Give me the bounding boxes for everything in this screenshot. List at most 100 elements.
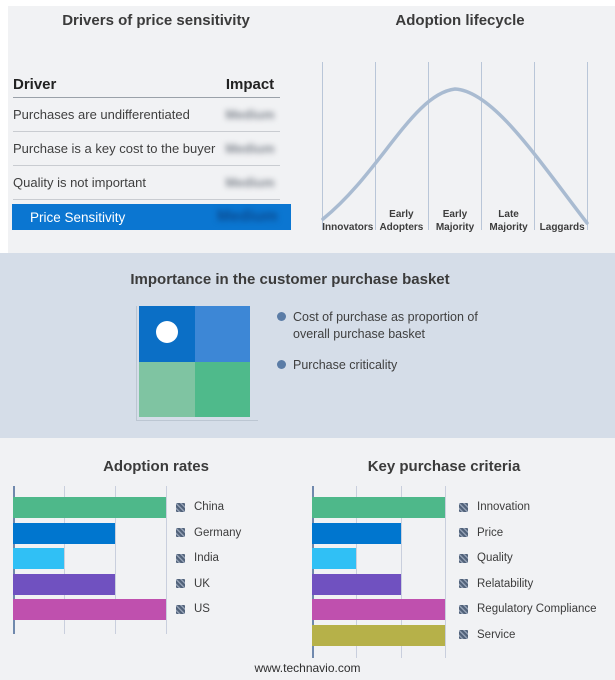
legend-label-service: Service: [477, 628, 516, 641]
legend-label-price: Price: [477, 526, 504, 539]
driver-label: Purchases are undifferentiated: [13, 107, 190, 122]
lifecycle-stage-innovators: Innovators: [322, 221, 374, 233]
legend-label-uk: UK: [194, 577, 210, 590]
price-sensitivity-highlight-row: Price Sensitivity Medium: [12, 204, 291, 230]
key-purchase-criteria-title: Key purchase criteria: [367, 458, 521, 475]
x-gridline: [64, 486, 65, 634]
legend-marker-icon: [176, 502, 185, 512]
position-dot-icon: [156, 321, 178, 343]
drivers-table-row: Quality is not important Medium: [13, 166, 280, 200]
legend-item-us: US: [176, 603, 210, 615]
lifecycle-stage-early-majority: Early Majority: [435, 209, 475, 233]
legend-item-innovation: Innovation: [459, 501, 530, 513]
bullet-icon: [277, 312, 286, 321]
legend-item-uk: UK: [176, 578, 210, 590]
legend-marker-icon: [459, 630, 468, 639]
basket-section-title: Importance in the customer purchase bask…: [130, 271, 450, 288]
lifecycle-stage-early-adopters: Early Adopters: [379, 209, 424, 233]
purchase-basket-quadrant: [139, 306, 250, 417]
adoption-rates-plot: [13, 486, 167, 634]
legend-label-india: India: [194, 552, 219, 564]
legend-marker-icon: [176, 528, 185, 537]
legend-label-germany: Germany: [194, 526, 242, 539]
legend-marker-icon: [459, 553, 468, 563]
lifecycle-stage-laggards: Laggards: [539, 221, 585, 233]
bar-relatability: [312, 573, 401, 595]
impact-value-blurred: Medium: [225, 175, 275, 190]
drivers-table-header: Driver Impact: [13, 72, 280, 98]
impact-column-header: Impact: [225, 76, 275, 93]
purchase-basket-band: [0, 253, 615, 438]
driver-label: Quality is not important: [13, 175, 146, 190]
legend-label-innovation: Innovation: [477, 501, 531, 513]
basket-legend-label: Purchase criticality: [293, 358, 398, 372]
adoption-bell-curve: [321, 87, 589, 225]
x-gridline: [401, 486, 402, 658]
legend-marker-icon: [176, 604, 185, 614]
legend-label-regulatory-compliance: Regulatory Compliance: [477, 603, 597, 615]
bar-regulatory-compliance: [312, 599, 445, 620]
lifecycle-chart: [321, 62, 589, 230]
x-gridline: [445, 486, 446, 658]
basket-legend-label: Cost of purchase as proportion of overal…: [293, 310, 478, 341]
bar-quality: [312, 548, 356, 569]
driver-column-header: Driver: [13, 76, 57, 93]
legend-item-germany: Germany: [176, 527, 241, 539]
quadrant-bottom-left: [139, 361, 195, 417]
adoption-rates-title: Adoption rates: [103, 458, 209, 475]
legend-marker-icon: [459, 604, 468, 614]
page-top-margin: [0, 0, 615, 6]
drivers-table-rows: Purchases are undifferentiated Medium Purc…: [13, 98, 280, 200]
quadrant-bottom-right: [194, 361, 250, 417]
website-url: www.technavio.com: [254, 661, 361, 675]
x-gridline: [115, 486, 116, 634]
driver-label: Purchase is a key cost to the buyer: [13, 141, 216, 156]
quadrant-y-axis: [136, 306, 137, 421]
legend-item-india: India: [176, 552, 219, 564]
legend-marker-icon: [176, 579, 185, 588]
legend-item-price: Price: [459, 527, 503, 539]
x-gridline: [166, 486, 167, 634]
legend-item-regulatory-compliance: Regulatory Compliance: [459, 603, 597, 615]
legend-label-us: US: [194, 603, 210, 615]
bar-us: [13, 599, 166, 620]
bar-service: [312, 624, 445, 646]
legend-marker-icon: [459, 579, 468, 588]
legend-label-relatability: Relatability: [477, 577, 534, 590]
bar-china: [13, 497, 166, 518]
bar-india: [13, 548, 64, 569]
drivers-table-row: Purchases are undifferentiated Medium: [13, 98, 280, 132]
legend-marker-icon: [459, 528, 468, 537]
bar-price: [312, 522, 401, 544]
drivers-section-title: Drivers of price sensitivity: [62, 12, 250, 29]
quadrant-x-axis: [136, 420, 258, 421]
page-left-margin: [0, 0, 8, 253]
lifecycle-stage-labels: Innovators Early Adopters Early Majority La…: [321, 198, 589, 234]
legend-marker-icon: [176, 553, 185, 563]
bar-uk: [13, 573, 115, 595]
legend-item-service: Service: [459, 629, 515, 641]
lifecycle-stage-late-majority: Late Majority: [489, 209, 528, 233]
lifecycle-section-title: Adoption lifecycle: [395, 12, 525, 29]
y-axis-line: [312, 486, 314, 658]
highlight-driver-label: Price Sensitivity: [30, 209, 126, 225]
lifecycle-gridlines: [322, 62, 588, 230]
x-gridline: [356, 486, 357, 658]
key-purchase-criteria-plot: [312, 486, 446, 658]
basket-legend-item: Cost of purchase as proportion of overal…: [277, 309, 503, 343]
bullet-icon: [277, 360, 286, 369]
legend-label-china: China: [194, 501, 225, 513]
bar-germany: [13, 522, 115, 544]
drivers-table-row: Purchase is a key cost to the buyer Mediu…: [13, 132, 280, 166]
bar-innovation: [312, 497, 445, 518]
legend-item-quality: Quality: [459, 552, 513, 564]
highlight-impact-value-blurred: Medium: [217, 208, 278, 225]
legend-label-quality: Quality: [477, 552, 513, 564]
impact-value-blurred: Medium: [225, 107, 275, 122]
legend-item-relatability: Relatability: [459, 578, 533, 590]
basket-legend-item: Purchase criticality: [277, 357, 503, 374]
impact-value-blurred: Medium: [225, 141, 275, 156]
legend-marker-icon: [459, 502, 468, 512]
legend-item-china: China: [176, 501, 224, 513]
